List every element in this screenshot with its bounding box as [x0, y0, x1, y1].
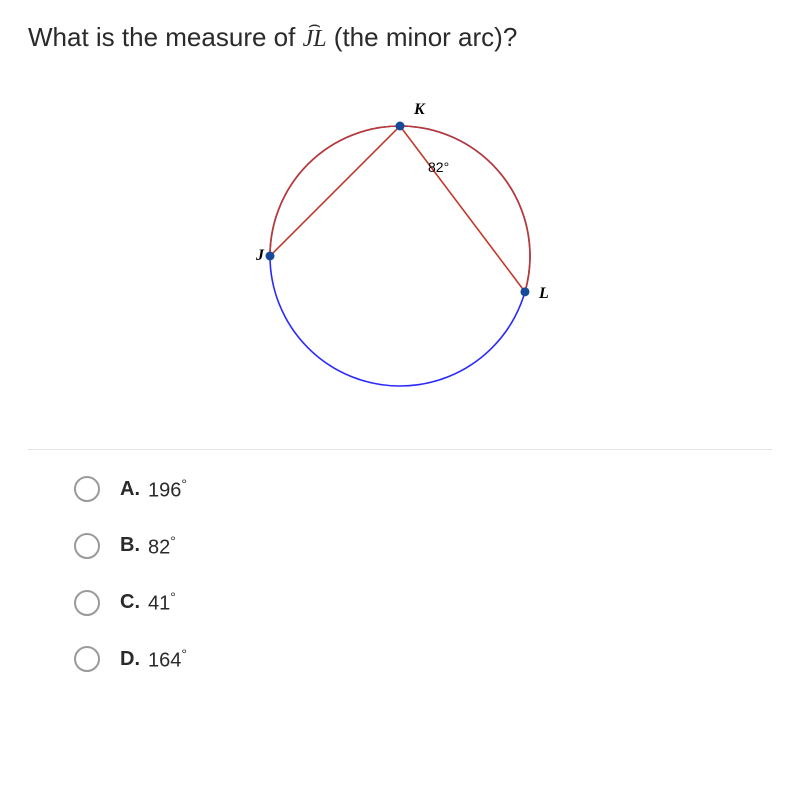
option-letter: B.	[120, 534, 140, 557]
radio-icon[interactable]	[74, 533, 100, 559]
question-suffix: (the minor arc)?	[334, 22, 518, 52]
option-letter: C.	[120, 591, 140, 614]
radio-icon[interactable]	[74, 590, 100, 616]
answer-options: A. 196° B. 82° C. 41° D. 164°	[28, 476, 772, 673]
option-letter: D.	[120, 648, 140, 671]
option-a[interactable]: A. 196°	[74, 476, 772, 503]
option-value: 196°	[148, 476, 187, 503]
point-J	[266, 252, 275, 261]
option-value: 82°	[148, 533, 176, 560]
label-L: L	[538, 285, 549, 302]
diagram-container: K J L 82°	[28, 71, 772, 441]
option-d[interactable]: D. 164°	[74, 646, 772, 673]
question-prefix: What is the measure of	[28, 22, 303, 52]
arc-notation: JL	[303, 26, 327, 53]
radio-icon[interactable]	[74, 476, 100, 502]
label-K: K	[413, 101, 426, 118]
option-value: 164°	[148, 646, 187, 673]
circle-diagram: K J L 82°	[200, 81, 600, 411]
point-K	[396, 122, 405, 131]
section-divider	[28, 449, 772, 450]
label-J: J	[255, 247, 265, 264]
point-L	[520, 287, 529, 296]
question-text: What is the measure of JL (the minor arc…	[28, 22, 772, 53]
option-value: 41°	[148, 589, 176, 616]
angle-label: 82°	[428, 159, 449, 175]
option-c[interactable]: C. 41°	[74, 589, 772, 616]
option-letter: A.	[120, 478, 140, 501]
option-b[interactable]: B. 82°	[74, 533, 772, 560]
radio-icon[interactable]	[74, 646, 100, 672]
